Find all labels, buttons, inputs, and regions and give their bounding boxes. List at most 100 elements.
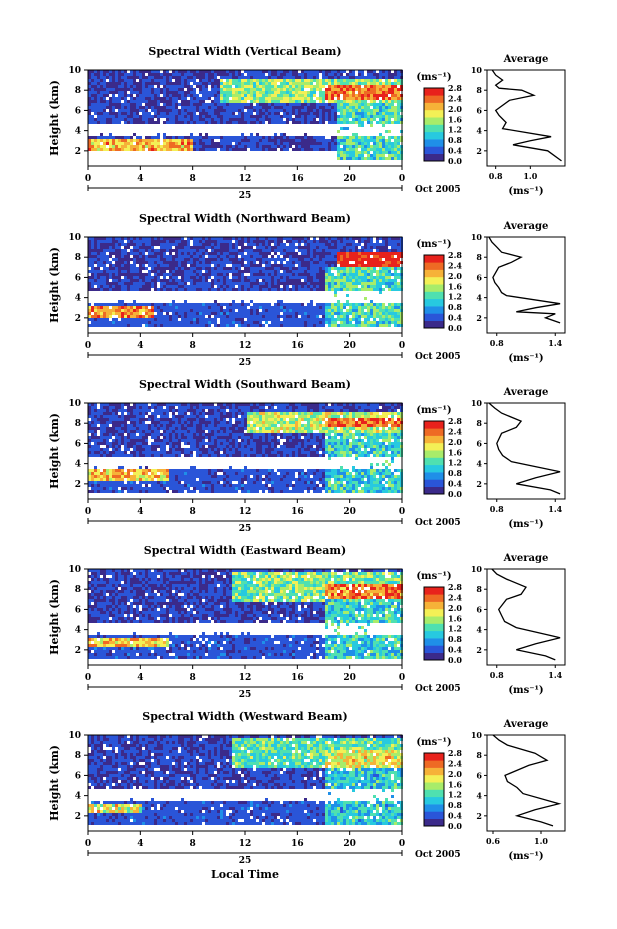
heatmap-cell — [391, 88, 394, 91]
heatmap-cell — [94, 70, 97, 73]
heatmap-cell — [358, 73, 361, 76]
heatmap-cell — [337, 130, 340, 133]
heatmap-cell — [202, 115, 205, 118]
heatmap-cell — [196, 76, 199, 79]
heatmap-cell — [265, 273, 268, 276]
heatmap-cell — [112, 321, 115, 324]
heatmap-cell — [349, 91, 352, 94]
heatmap-cell — [103, 282, 106, 285]
heatmap-cell — [214, 94, 217, 97]
heatmap-cell — [340, 309, 343, 312]
heatmap-cell — [328, 312, 331, 315]
heatmap-cell — [154, 240, 157, 243]
heatmap-cell — [220, 79, 223, 82]
heatmap-cell — [94, 288, 97, 291]
heatmap-cell — [286, 115, 289, 118]
heatmap-cell — [220, 288, 223, 291]
heatmap-cell — [394, 157, 397, 160]
heatmap-cell — [304, 148, 307, 151]
heatmap-cell — [91, 136, 94, 139]
heatmap-cell — [172, 249, 175, 252]
average-line — [491, 69, 562, 162]
heatmap-cell — [280, 73, 283, 76]
heatmap-cell — [316, 261, 319, 264]
heatmap-cell — [88, 145, 91, 148]
heatmap-cell — [205, 139, 208, 142]
heatmap-cell — [343, 285, 346, 288]
heatmap-cell — [121, 73, 124, 76]
heatmap-cell — [178, 264, 181, 267]
heatmap-cell — [289, 255, 292, 258]
heatmap-cell — [139, 73, 142, 76]
heatmap-cell — [97, 264, 100, 267]
heatmap-cell — [166, 246, 169, 249]
heatmap-cell — [136, 270, 139, 273]
heatmap-cell — [271, 267, 274, 270]
heatmap-cell — [184, 309, 187, 312]
heatmap-cell — [292, 118, 295, 121]
heatmap-cell — [235, 142, 238, 145]
heatmap-cell — [175, 82, 178, 85]
heatmap-cell — [217, 82, 220, 85]
heatmap-cell — [271, 270, 274, 273]
heatmap-cell — [268, 285, 271, 288]
heatmap-cell — [343, 91, 346, 94]
heatmap-cell — [118, 79, 121, 82]
heatmap-cell — [394, 276, 397, 279]
heatmap-cell — [271, 148, 274, 151]
heatmap-cell — [250, 252, 253, 255]
heatmap-cell — [292, 112, 295, 115]
heatmap-cell — [97, 273, 100, 276]
heatmap-cell — [232, 261, 235, 264]
heatmap-cell — [214, 309, 217, 312]
heatmap-cell — [181, 82, 184, 85]
heatmap-cell — [178, 246, 181, 249]
heatmap-cell — [199, 249, 202, 252]
heatmap-cell — [394, 246, 397, 249]
heatmap-cell — [334, 237, 337, 240]
heatmap-cell — [355, 285, 358, 288]
heatmap-cell — [214, 264, 217, 267]
heatmap-cell — [202, 285, 205, 288]
heatmap-cell — [319, 79, 322, 82]
heatmap-cell — [367, 318, 370, 321]
heatmap-cell — [145, 249, 148, 252]
heatmap-cell — [340, 88, 343, 91]
heatmap-cell — [253, 249, 256, 252]
heatmap-cell — [133, 312, 136, 315]
heatmap-cell — [97, 88, 100, 91]
heatmap-cell — [355, 282, 358, 285]
heatmap-cell — [124, 267, 127, 270]
heatmap-cell — [121, 79, 124, 82]
heatmap-cell — [124, 73, 127, 76]
heatmap-cell — [91, 273, 94, 276]
heatmap-cell — [139, 79, 142, 82]
heatmap-cell — [382, 252, 385, 255]
heatmap-cell — [304, 273, 307, 276]
heatmap-cell — [358, 273, 361, 276]
heatmap-cell — [223, 273, 226, 276]
heatmap-cell — [157, 243, 160, 246]
heatmap-cell — [283, 91, 286, 94]
heatmap-cell — [223, 318, 226, 321]
heatmap-cell — [247, 282, 250, 285]
heatmap-cell — [97, 148, 100, 151]
heatmap-cell — [337, 270, 340, 273]
heatmap-cell — [157, 139, 160, 142]
heatmap-cell — [223, 288, 226, 291]
heatmap-cell — [220, 88, 223, 91]
heatmap-cell — [214, 97, 217, 100]
heatmap-cell — [133, 249, 136, 252]
heatmap-cell — [331, 237, 334, 240]
heatmap-cell — [391, 237, 394, 240]
heatmap-cell — [91, 243, 94, 246]
heatmap-cell — [307, 85, 310, 88]
heatmap-cell — [247, 255, 250, 258]
heatmap-cell — [205, 318, 208, 321]
heatmap-cell — [316, 139, 319, 142]
heatmap-cell — [295, 109, 298, 112]
heatmap-cell — [109, 261, 112, 264]
heatmap-cell — [196, 273, 199, 276]
heatmap-cell — [283, 258, 286, 261]
heatmap-cell — [355, 324, 358, 327]
